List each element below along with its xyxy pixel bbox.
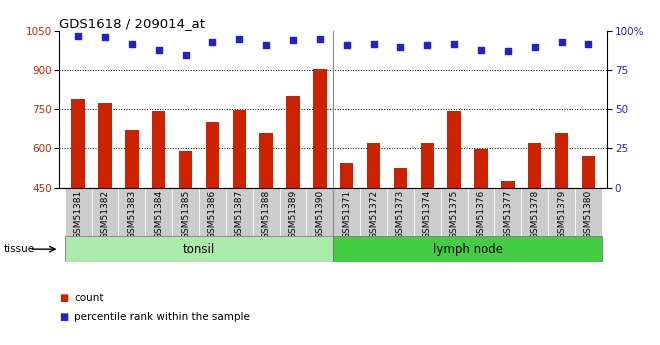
Point bbox=[341, 42, 352, 48]
Point bbox=[368, 41, 379, 46]
Text: lymph node: lymph node bbox=[432, 243, 502, 256]
Bar bbox=[306, 188, 333, 236]
Bar bbox=[280, 188, 306, 236]
Point bbox=[288, 38, 298, 43]
Text: GSM51381: GSM51381 bbox=[74, 190, 82, 239]
Bar bbox=[92, 188, 119, 236]
Text: GSM51388: GSM51388 bbox=[261, 190, 271, 239]
Bar bbox=[494, 188, 521, 236]
Bar bbox=[172, 188, 199, 236]
Text: count: count bbox=[74, 294, 104, 303]
Point bbox=[180, 52, 191, 57]
Point bbox=[73, 33, 83, 39]
Bar bbox=[367, 143, 380, 188]
Point bbox=[395, 44, 406, 49]
Bar bbox=[447, 111, 461, 188]
Bar bbox=[420, 143, 434, 188]
Point bbox=[154, 47, 164, 52]
Text: GSM51377: GSM51377 bbox=[504, 190, 512, 239]
Text: percentile rank within the sample: percentile rank within the sample bbox=[74, 313, 249, 322]
Text: ■: ■ bbox=[59, 313, 69, 322]
Text: GSM51382: GSM51382 bbox=[100, 190, 110, 239]
Point bbox=[476, 47, 486, 52]
Text: ■: ■ bbox=[59, 294, 69, 303]
Point bbox=[502, 49, 513, 54]
Bar bbox=[206, 122, 219, 188]
Text: GSM51371: GSM51371 bbox=[343, 190, 351, 239]
Bar bbox=[152, 111, 166, 188]
Point bbox=[261, 42, 271, 48]
Point bbox=[449, 41, 459, 46]
Bar bbox=[125, 130, 139, 188]
Bar bbox=[313, 69, 327, 188]
Text: GSM51385: GSM51385 bbox=[181, 190, 190, 239]
Bar bbox=[555, 133, 568, 188]
Bar bbox=[394, 168, 407, 188]
Bar bbox=[71, 99, 85, 188]
Point bbox=[583, 41, 594, 46]
Text: GSM51384: GSM51384 bbox=[154, 190, 163, 239]
Point bbox=[556, 39, 567, 45]
Bar bbox=[333, 236, 602, 262]
Text: GSM51372: GSM51372 bbox=[369, 190, 378, 239]
Bar bbox=[387, 188, 414, 236]
Bar bbox=[199, 188, 226, 236]
Bar bbox=[333, 188, 360, 236]
Text: GSM51374: GSM51374 bbox=[423, 190, 432, 239]
Text: GSM51386: GSM51386 bbox=[208, 190, 217, 239]
Text: GSM51389: GSM51389 bbox=[288, 190, 298, 239]
Point bbox=[207, 39, 218, 45]
Point bbox=[422, 42, 432, 48]
Bar bbox=[98, 103, 112, 188]
Bar bbox=[119, 188, 145, 236]
Text: GSM51380: GSM51380 bbox=[584, 190, 593, 239]
Bar bbox=[145, 188, 172, 236]
Bar bbox=[232, 110, 246, 188]
Bar bbox=[441, 188, 467, 236]
Text: GSM51373: GSM51373 bbox=[396, 190, 405, 239]
Text: tonsil: tonsil bbox=[183, 243, 215, 256]
Bar bbox=[475, 149, 488, 188]
Text: GSM51375: GSM51375 bbox=[449, 190, 459, 239]
Bar bbox=[259, 133, 273, 188]
Bar bbox=[414, 188, 441, 236]
Point bbox=[100, 34, 110, 40]
Bar bbox=[501, 181, 515, 188]
Point bbox=[127, 41, 137, 46]
Text: GSM51376: GSM51376 bbox=[477, 190, 486, 239]
Bar bbox=[286, 96, 300, 188]
Text: GSM51387: GSM51387 bbox=[235, 190, 244, 239]
Text: GSM51379: GSM51379 bbox=[557, 190, 566, 239]
Bar bbox=[548, 188, 575, 236]
Point bbox=[234, 36, 245, 42]
Bar bbox=[340, 163, 354, 188]
Bar bbox=[65, 188, 92, 236]
Text: GSM51390: GSM51390 bbox=[315, 190, 324, 239]
Bar bbox=[179, 151, 192, 188]
Text: tissue: tissue bbox=[3, 244, 34, 254]
Bar bbox=[467, 188, 494, 236]
Bar bbox=[253, 188, 280, 236]
Bar bbox=[575, 188, 602, 236]
Text: GSM51378: GSM51378 bbox=[530, 190, 539, 239]
Bar bbox=[360, 188, 387, 236]
Bar bbox=[65, 236, 333, 262]
Text: GDS1618 / 209014_at: GDS1618 / 209014_at bbox=[59, 17, 205, 30]
Bar bbox=[521, 188, 548, 236]
Text: GSM51383: GSM51383 bbox=[127, 190, 137, 239]
Point bbox=[529, 44, 540, 49]
Point bbox=[315, 36, 325, 42]
Bar bbox=[226, 188, 253, 236]
Bar bbox=[528, 143, 541, 188]
Bar bbox=[581, 156, 595, 188]
